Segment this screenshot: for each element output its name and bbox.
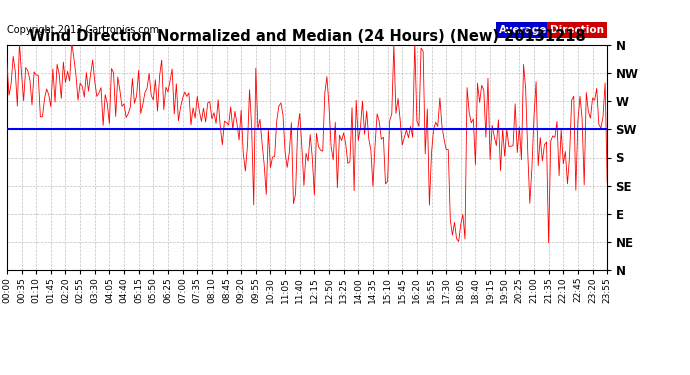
Text: Direction: Direction: [550, 25, 604, 35]
Text: Copyright 2013 Cartronics.com: Copyright 2013 Cartronics.com: [7, 25, 159, 35]
Title: Wind Direction Normalized and Median (24 Hours) (New) 20131218: Wind Direction Normalized and Median (24…: [29, 29, 585, 44]
Text: Average: Average: [499, 25, 548, 35]
